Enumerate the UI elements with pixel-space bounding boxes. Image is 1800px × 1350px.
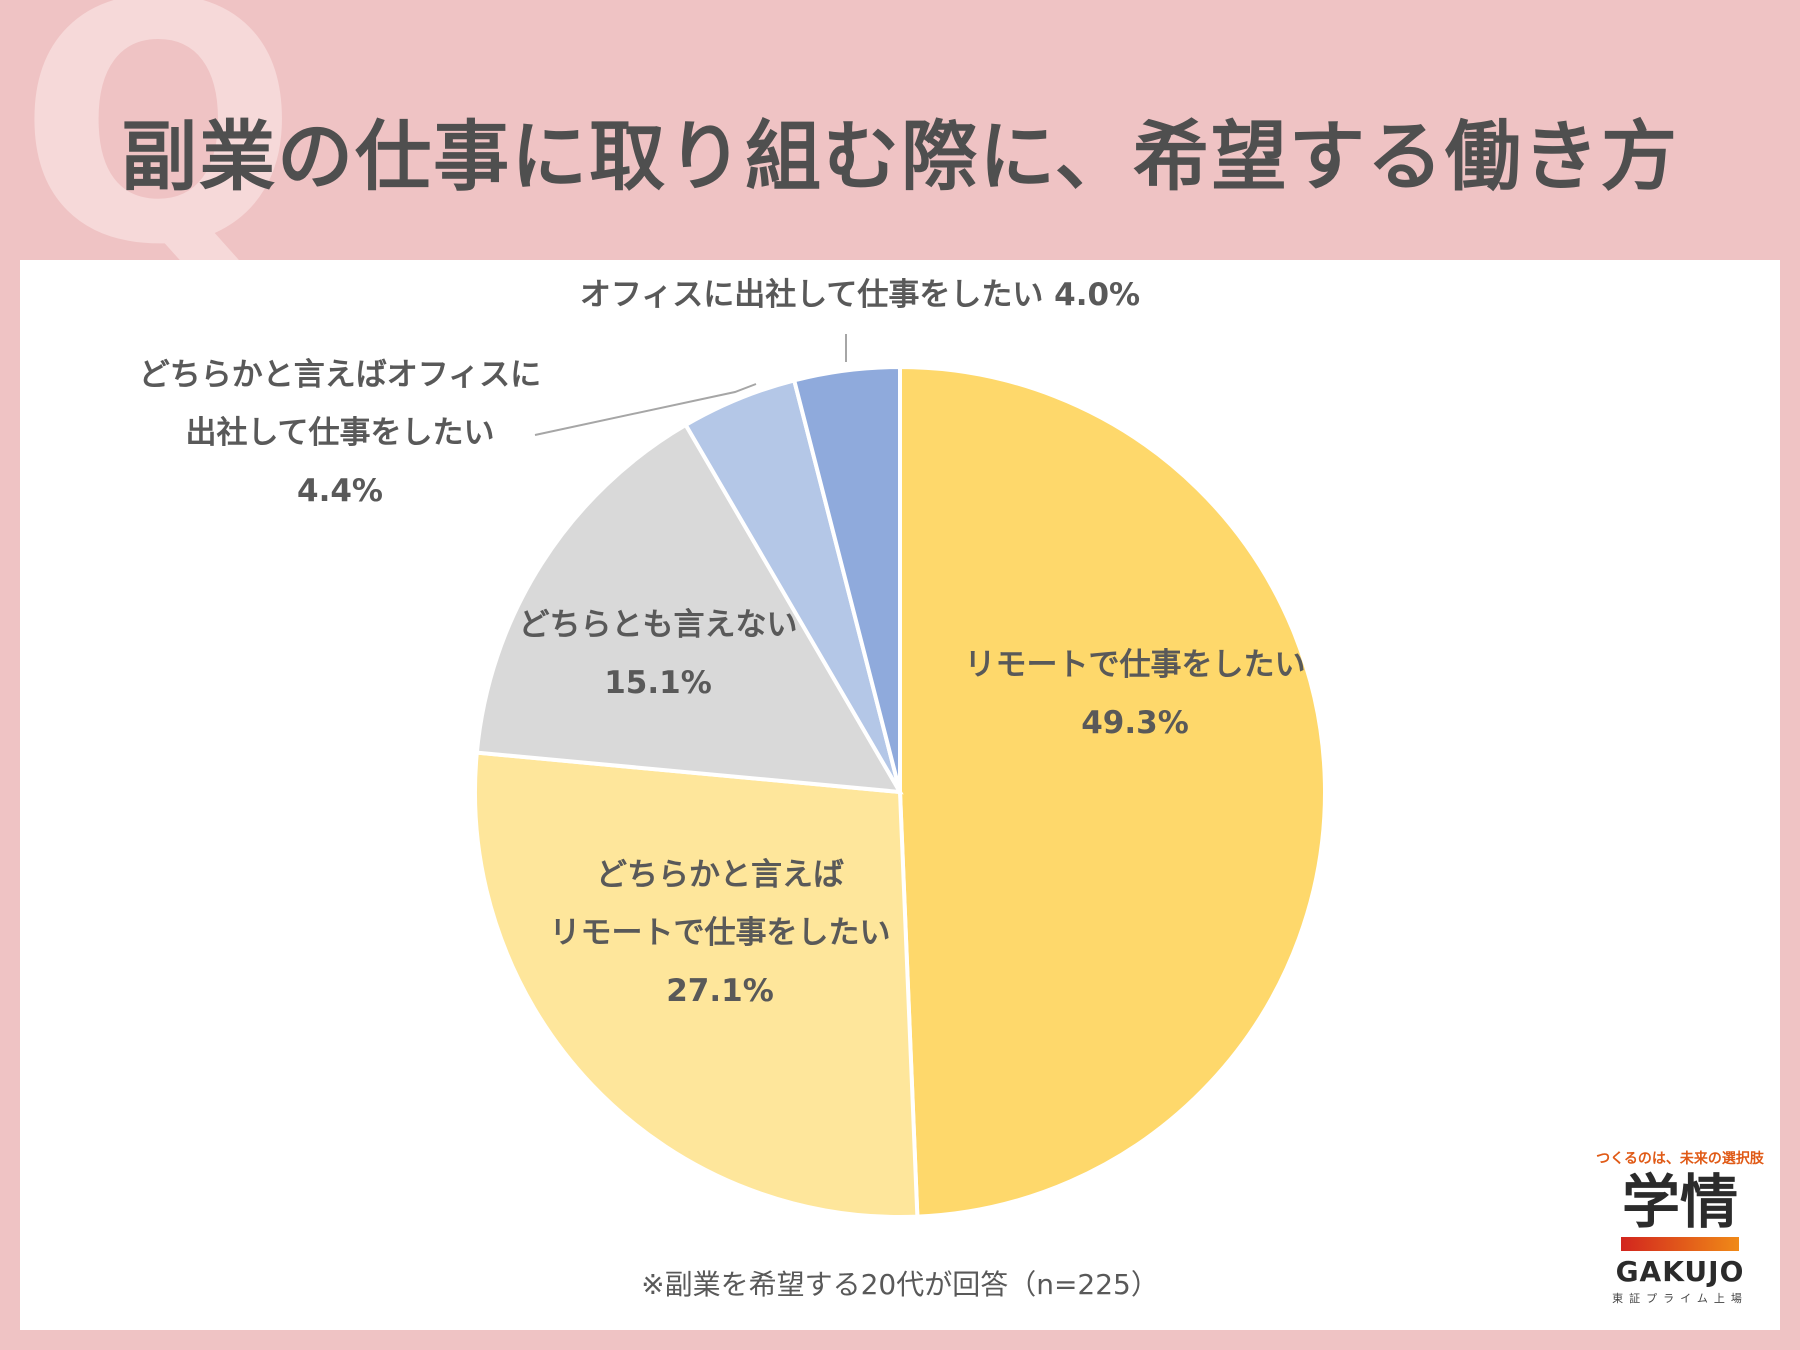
logo-kanji: 学情 xyxy=(1621,1168,1738,1236)
logo-tagline: つくるのは、未来の選択肢 xyxy=(1596,1151,1764,1167)
logo-sub: 東証プライム上場 xyxy=(1612,1291,1748,1305)
slice-value-label-3: 15.1% xyxy=(604,665,712,701)
pie-slice-1 xyxy=(898,364,1328,1219)
leader-line-4 xyxy=(534,383,757,436)
slice-label-5-line-1: オフィスに出社して仕事をしたい 4.0% xyxy=(580,277,1140,313)
slice-value-label-4: 4.4% xyxy=(297,473,383,509)
slice-label-4-line-2: 出社して仕事をしたい xyxy=(185,415,494,451)
pie-chart: リモートで仕事をしたい49.3%どちらかと言えばリモートで仕事をしたい27.1%… xyxy=(139,277,1328,1219)
page-title: 副業の仕事に取り組む際に、希望する働き方 xyxy=(121,112,1679,201)
pie-slice-3 xyxy=(474,422,904,795)
pie-slice-2 xyxy=(473,750,920,1219)
chart-panel: リモートで仕事をしたい 49.3% どちらかと言えば リモートで仕事をしたい 27.1%… xyxy=(20,260,1780,1330)
sample-note: ※副業を希望する20代が回答（n=225） xyxy=(641,1268,1159,1301)
logo-latin: GAKUJO xyxy=(1615,1254,1745,1288)
slice-label-4-line-1: どちらかと言えばオフィスに xyxy=(139,357,541,393)
slice-label-2-line-2: リモートで仕事をしたい xyxy=(550,915,891,951)
slice-value-label-1: 49.3% xyxy=(1081,705,1189,741)
gakujo-logo: つくるのは、未来の選択肢 学情 GAKUJO 東証プライム上場 xyxy=(1580,1148,1780,1318)
slice-value-label-2: 27.1% xyxy=(666,973,774,1009)
logo-bar xyxy=(1621,1236,1739,1251)
slice-label-1-line-1: リモートで仕事をしたい xyxy=(965,647,1306,683)
q-mark: Q xyxy=(18,0,299,317)
slice-label-3-line-1: どちらとも言えない xyxy=(519,607,798,643)
slice-label-2-line-1: どちらかと言えば xyxy=(596,857,844,893)
pie-slice-5 xyxy=(791,364,902,793)
